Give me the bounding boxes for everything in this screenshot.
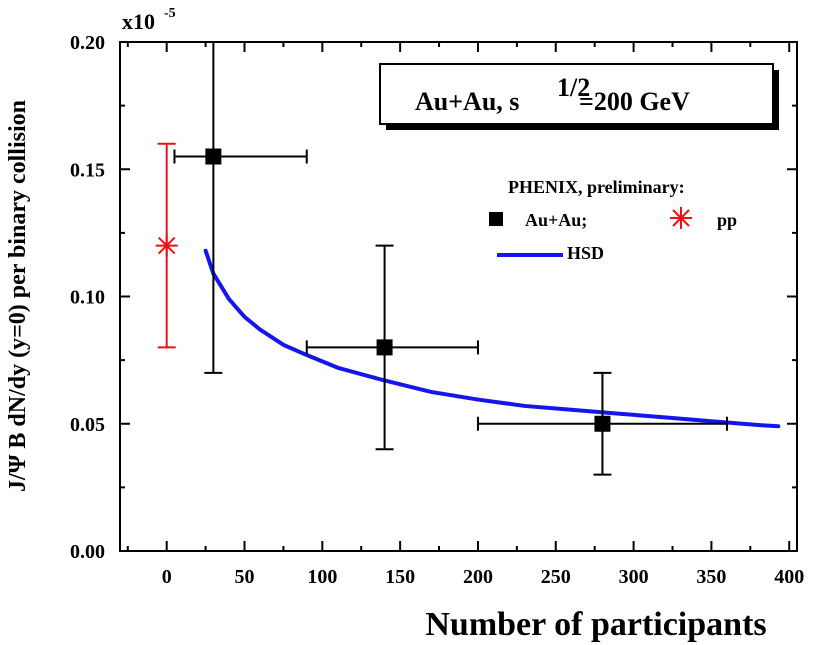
y-tick-label: 0.05 <box>70 414 105 436</box>
title-tail: =200 GeV <box>579 87 690 116</box>
x-ticks: 0 50 100 150 200 250 300 350 400 <box>126 42 804 588</box>
y-multiplier: x10 <box>122 9 155 34</box>
data-markers <box>155 148 611 432</box>
y-multiplier-exponent: -5 <box>164 6 176 21</box>
y-tick-label: 0.15 <box>70 159 105 181</box>
hsd-series <box>203 248 781 429</box>
title-main: Au+Au, s <box>415 87 519 116</box>
x-axis-title: Number of participants <box>425 606 766 643</box>
x-tick-label: 50 <box>235 566 255 588</box>
asterisk-marker <box>155 234 178 257</box>
y-tick-label: 0.20 <box>70 32 105 54</box>
x-tick-label: 150 <box>385 566 415 588</box>
square-marker <box>205 148 222 165</box>
x-tick-label: 300 <box>619 566 649 588</box>
square-marker <box>594 415 611 432</box>
y-ticks: 0.00 0.05 0.10 0.15 0.20 <box>70 32 797 563</box>
legend-asterisk-marker <box>670 207 692 229</box>
hsd-curve <box>203 248 781 429</box>
x-tick-label: 350 <box>696 566 726 588</box>
x-tick-label: 250 <box>541 566 571 588</box>
title-box: Au+Au, s 1/2 =200 GeV <box>379 63 779 130</box>
x-tick-label: 200 <box>463 566 493 588</box>
x-tick-label: 100 <box>307 566 337 588</box>
title-superscript: 1/2 <box>557 73 590 102</box>
legend-square-marker <box>489 212 503 226</box>
y-tick-label: 0.10 <box>70 287 105 309</box>
legend-label-auau: Au+Au; <box>525 210 587 230</box>
asterisk-stroke <box>157 236 176 255</box>
y-axis-title: J/Ψ B dN/dy (y=0) per binary collision <box>5 100 31 492</box>
legend-label-pp: pp <box>717 210 737 230</box>
x-tick-label: 400 <box>774 566 804 588</box>
legend: PHENIX, preliminary: Au+Au; pp HSD <box>489 177 737 263</box>
square-marker <box>376 339 393 356</box>
x-tick-label: 0 <box>162 566 172 588</box>
y-tick-label: 0.00 <box>70 541 105 563</box>
legend-header: PHENIX, preliminary: <box>508 177 685 197</box>
legend-label-hsd: HSD <box>567 243 604 263</box>
